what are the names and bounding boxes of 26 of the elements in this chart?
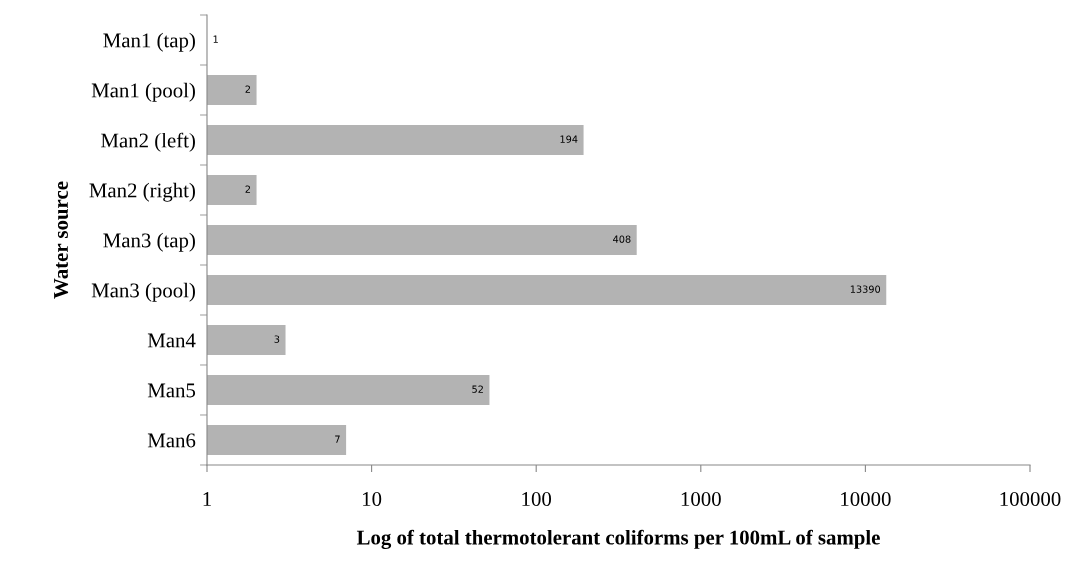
y-tick-label: Man3 (pool) xyxy=(91,282,195,302)
data-label: 408 xyxy=(613,235,631,243)
data-label: 13390 xyxy=(850,285,881,293)
data-label: 3 xyxy=(274,335,280,343)
y-tick-label: Man4 xyxy=(147,333,196,348)
x-tick-label: 100 xyxy=(522,491,552,507)
data-label: 2 xyxy=(245,185,251,193)
x-tick-label: 10 xyxy=(363,491,382,507)
y-axis-title: Water source xyxy=(54,181,69,299)
data-label: 1 xyxy=(213,35,218,43)
x-tick-label: 1 xyxy=(203,492,211,506)
x-tick-label: 1000 xyxy=(681,491,721,507)
y-tick-label: Man1 (pool) xyxy=(91,82,195,102)
data-label: 52 xyxy=(472,385,483,393)
y-tick-label: Man2 (left) xyxy=(101,132,195,152)
data-label: 7 xyxy=(335,435,340,443)
y-tick-label: Man5 xyxy=(147,383,196,398)
x-tick-label: 100000 xyxy=(1000,491,1061,507)
x-axis-title: Log of total thermotolerant coliforms per 100mL of sample xyxy=(356,529,880,549)
y-tick-label: Man3 (tap) xyxy=(103,232,195,252)
y-tick-label: Man1 (tap) xyxy=(103,32,195,52)
y-tick-label: Man6 xyxy=(147,433,196,448)
data-label: 2 xyxy=(245,85,251,93)
x-tick-label: 10000 xyxy=(841,491,891,507)
data-label: 194 xyxy=(560,135,578,143)
y-tick-label: Man2 (right) xyxy=(89,182,195,202)
